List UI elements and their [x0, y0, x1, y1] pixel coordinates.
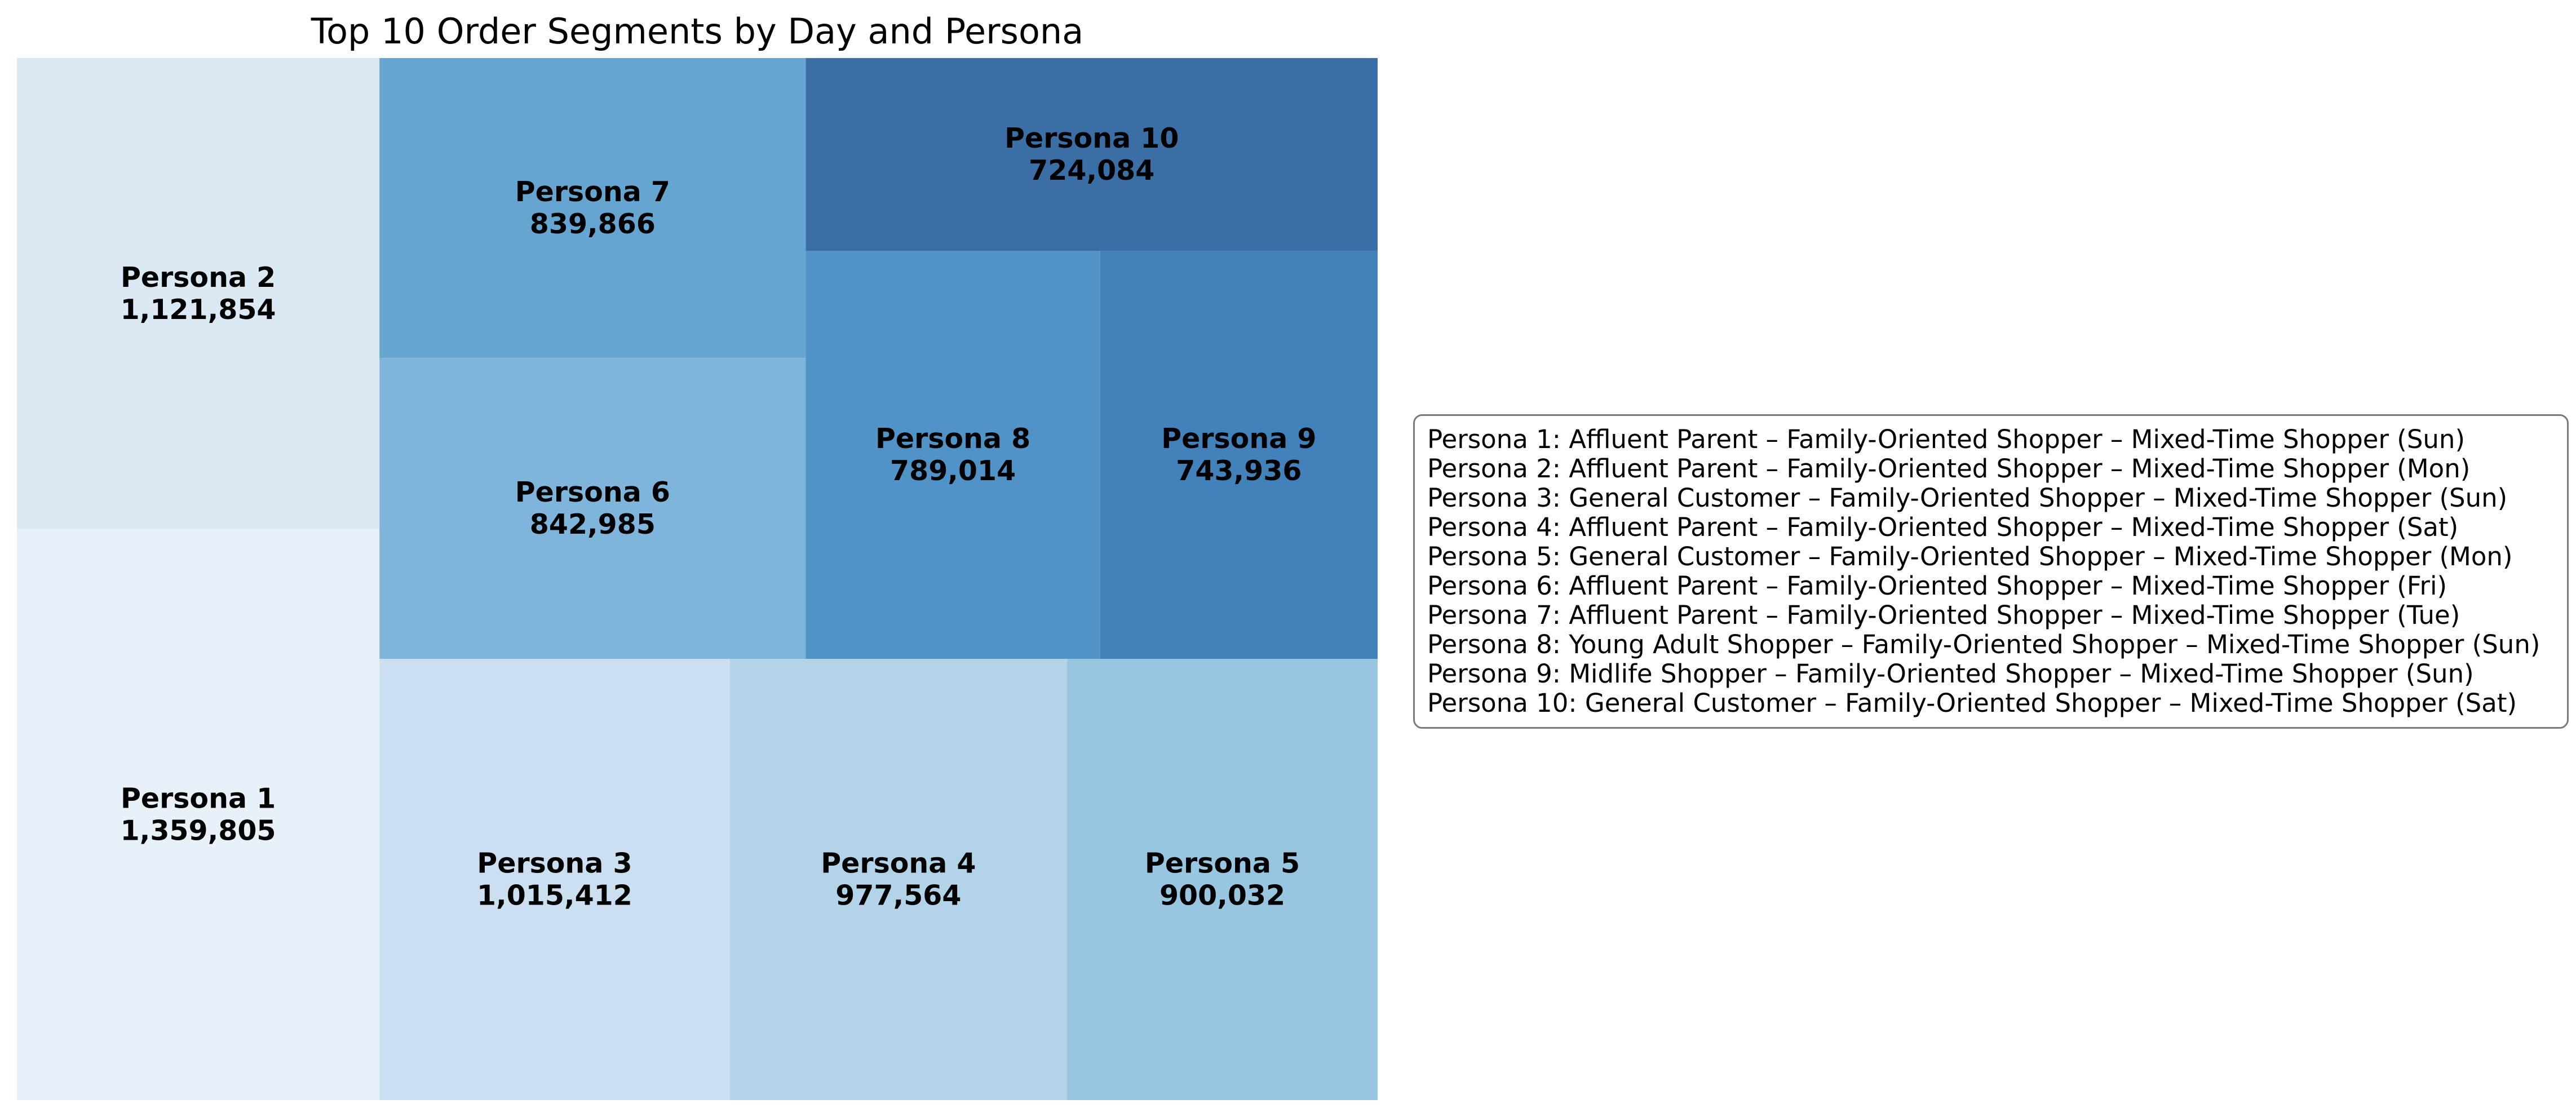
legend-entry: Persona 1: Affluent Parent – Family-Orie… [1427, 424, 2466, 454]
tile-label: Persona 4 [821, 848, 976, 880]
tile-label: Persona 5 [1145, 848, 1300, 880]
tile-value: 977,564 [835, 880, 961, 912]
treemap-tile-rect [379, 358, 806, 659]
tile-value: 839,866 [530, 208, 656, 240]
treemap-chart: Top 10 Order Segments by Day and Persona… [17, 11, 1378, 1100]
legend-entry: Persona 8: Young Adult Shopper – Family-… [1427, 630, 2540, 659]
treemap-tile-rect [17, 529, 380, 1100]
tile-value: 1,121,854 [121, 294, 276, 326]
tile-label: Persona 7 [515, 176, 670, 208]
tile-value: 900,032 [1159, 880, 1285, 912]
tile-label: Persona 3 [477, 848, 632, 880]
legend-entry: Persona 7: Affluent Parent – Family-Orie… [1427, 600, 2460, 630]
legend-entry: Persona 5: General Customer – Family-Ori… [1427, 542, 2513, 571]
treemap-tile: Persona 21,121,854 [17, 58, 380, 529]
tile-value: 724,084 [1029, 154, 1154, 187]
tile-value: 1,015,412 [477, 880, 632, 912]
treemap-tile-rect [729, 659, 1068, 1100]
chart-title: Top 10 Order Segments by Day and Persona [311, 11, 1083, 52]
legend-entry: Persona 9: Midlife Shopper – Family-Orie… [1427, 659, 2474, 689]
tile-value: 743,936 [1176, 455, 1302, 487]
tile-label: Persona 10 [1004, 122, 1179, 154]
legend-entry: Persona 6: Affluent Parent – Family-Orie… [1427, 571, 2447, 601]
treemap-tile-rect [805, 58, 1378, 251]
legend-entry: Persona 3: General Customer – Family-Ori… [1427, 483, 2508, 513]
treemap-tile-rect [1067, 659, 1378, 1100]
treemap-tile-rect [379, 58, 806, 358]
treemap-tile: Persona 11,359,805 [17, 529, 380, 1100]
treemap-tile-rect [379, 659, 730, 1100]
legend-entry: Persona 2: Affluent Parent – Family-Orie… [1427, 454, 2471, 484]
tile-value: 842,985 [530, 508, 656, 540]
treemap-tile-rect [17, 58, 380, 529]
tile-label: Persona 1 [121, 782, 276, 814]
treemap-tile-rect [805, 251, 1100, 659]
treemap-tile-rect [1100, 251, 1378, 659]
legend: Persona 1: Affluent Parent – Family-Orie… [1413, 414, 2569, 729]
tile-value: 1,359,805 [121, 814, 276, 846]
tile-value: 789,014 [890, 455, 1016, 487]
legend-entry: Persona 4: Affluent Parent – Family-Orie… [1427, 512, 2459, 542]
treemap-tile: Persona 31,015,412 [379, 659, 730, 1100]
tile-label: Persona 9 [1161, 423, 1316, 455]
tile-label: Persona 6 [515, 476, 670, 508]
legend-entry: Persona 10: General Customer – Family-Or… [1427, 688, 2517, 718]
tile-label: Persona 8 [875, 423, 1030, 455]
tile-label: Persona 2 [121, 261, 276, 294]
